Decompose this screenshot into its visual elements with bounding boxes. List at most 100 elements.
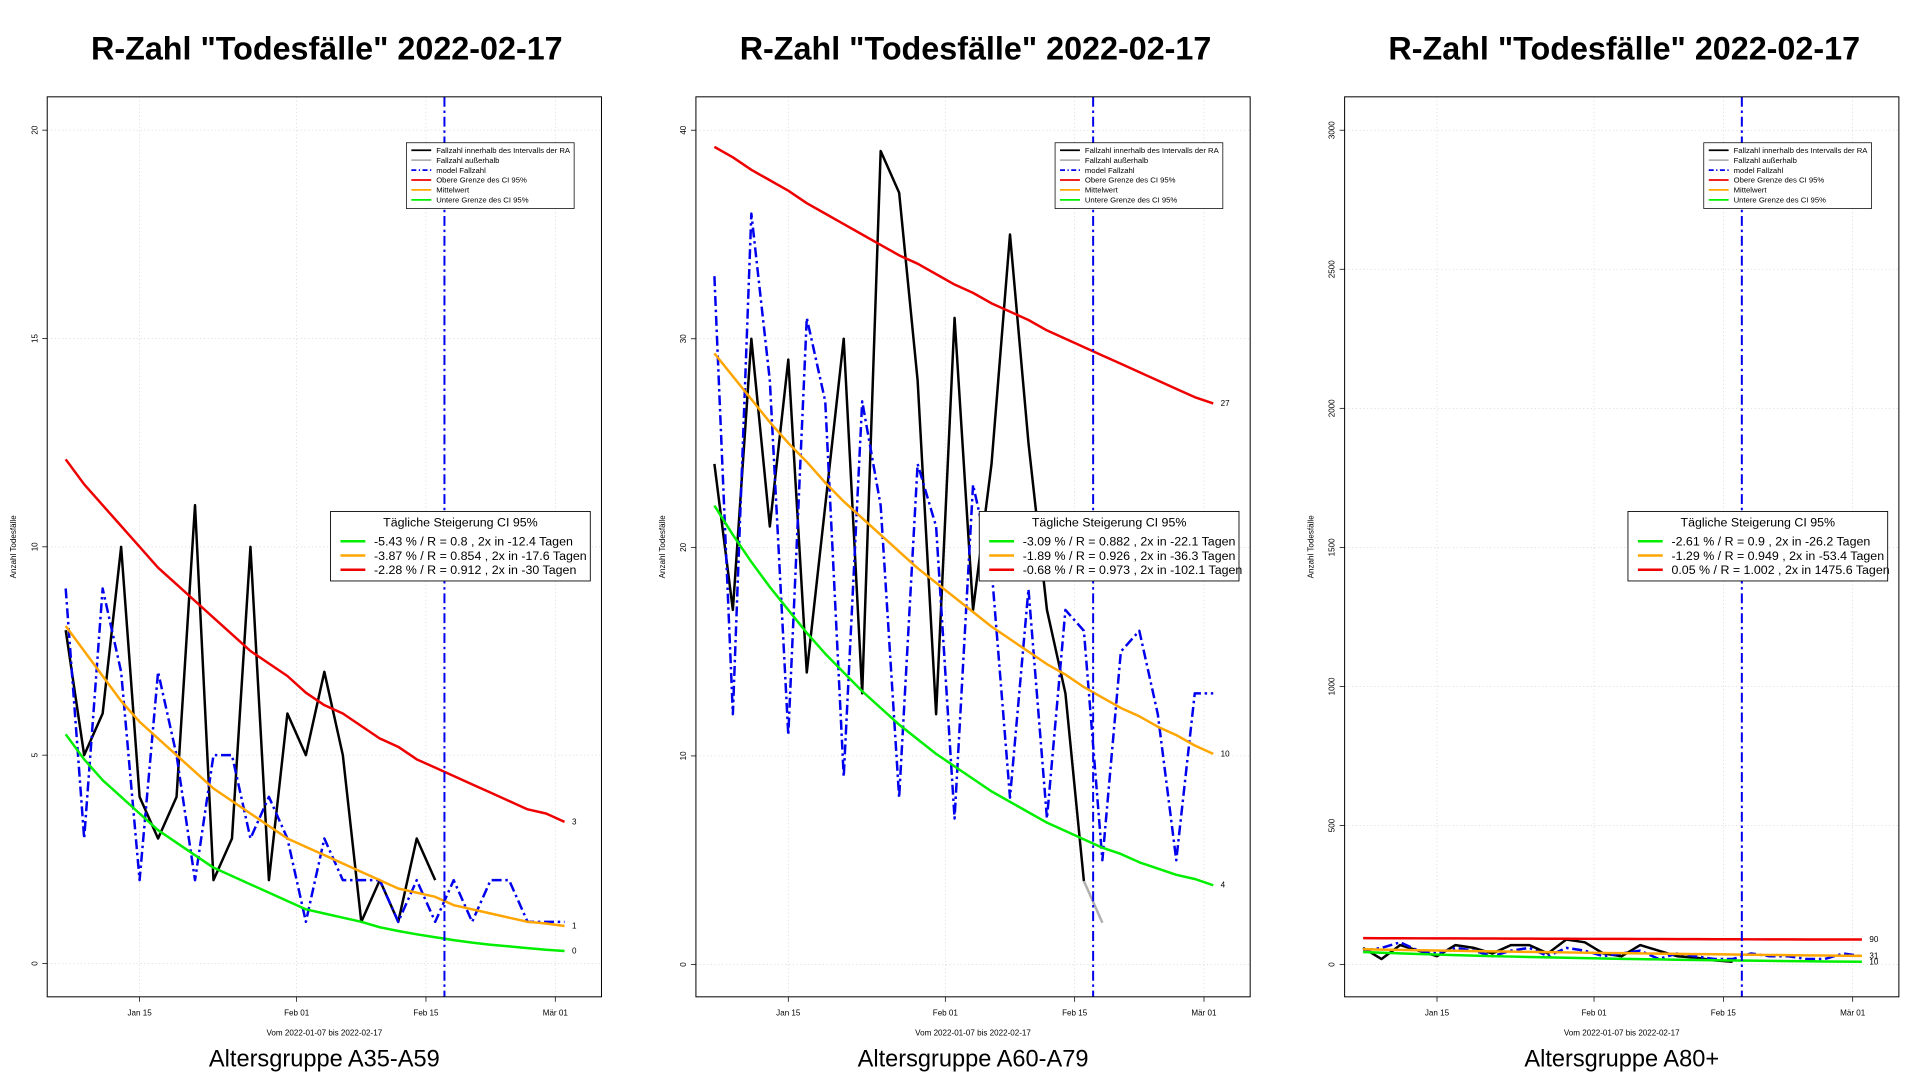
legend-box: [1703, 142, 1872, 209]
series-line: [64, 625, 565, 928]
series-line: [1363, 936, 1862, 941]
legend-label: Mittelwert: [436, 186, 470, 195]
x-tick-label: Feb 01: [284, 1008, 310, 1017]
chart-subtitle: Altersgruppe A35-A59: [209, 1045, 440, 1071]
y-tick-label: 1500: [1328, 538, 1337, 556]
y-tick-label: 1000: [1328, 677, 1337, 695]
legend-label: Obere Grenze des CI 95%: [1734, 176, 1825, 185]
legend-label: Fallzahl innerhalb des Intervalls der RA: [1085, 146, 1220, 155]
x-tick-label: Jan 15: [776, 1008, 801, 1017]
y-tick-label: 10: [679, 751, 688, 760]
x-tick-label: Feb 01: [933, 1008, 959, 1017]
series-line: [713, 149, 1086, 882]
stats-box: [1627, 511, 1889, 582]
legend-label: Untere Grenze des CI 95%: [1085, 196, 1178, 205]
legend-label: Mittelwert: [1085, 186, 1119, 195]
legend-label: Fallzahl innerhalb des Intervalls der RA: [436, 146, 571, 155]
y-tick-label: 10: [30, 542, 39, 551]
stats-title: Tägliche Steigerung CI 95%: [383, 515, 538, 529]
stats-label: 0.05 % / R = 1.002 , 2x in 1475.6 Tagen: [1671, 563, 1889, 577]
stats-box: [330, 511, 591, 582]
legend-label: model Fallzahl: [1734, 166, 1784, 175]
end-label: 10: [1221, 749, 1230, 758]
legend-label: Mittelwert: [1734, 186, 1768, 195]
y-tick-label: 20: [30, 125, 39, 134]
y-tick-label: 40: [679, 125, 688, 134]
plot-frame: [1344, 96, 1900, 998]
end-label: 0: [572, 946, 577, 955]
legend-label: Untere Grenze des CI 95%: [436, 196, 529, 205]
series-line: [713, 212, 1214, 862]
y-tick-label: 500: [1328, 818, 1337, 832]
y-tick-label: 0: [679, 962, 688, 967]
x-axis-label: Vom 2022-01-07 bis 2022-02-17: [1564, 1028, 1680, 1037]
y-tick-label: 0: [1328, 962, 1337, 967]
end-label: 3: [572, 817, 577, 826]
stats-title: Tägliche Steigerung CI 95%: [1681, 515, 1836, 529]
series-line: [64, 587, 565, 924]
x-tick-label: Mär 01: [543, 1008, 569, 1017]
y-tick-label: 5: [30, 752, 39, 757]
series-line: [1363, 950, 1862, 964]
legend-box: [405, 142, 575, 209]
x-tick-label: Feb 15: [1711, 1008, 1737, 1017]
y-axis-label: Anzahl Todesfälle: [1307, 515, 1316, 579]
x-tick-label: Jan 15: [127, 1008, 152, 1017]
chart-title: R-Zahl "Todesfälle" 2022-02-17: [740, 31, 1212, 67]
plot-frame: [46, 96, 602, 998]
legend-label: Fallzahl außerhalb: [436, 156, 499, 165]
legend-label: Fallzahl außerhalb: [1734, 156, 1797, 165]
chart-panel: R-Zahl "Todesfälle" 2022-02-17 Altersgrup…: [9, 31, 602, 1071]
legend-label: Obere Grenze des CI 95%: [1085, 176, 1176, 185]
y-tick-label: 2500: [1328, 260, 1337, 278]
y-axis-label: Anzahl Todesfälle: [658, 515, 667, 579]
stats-label: -2.61 % / R = 0.9 , 2x in -26.2 Tagen: [1671, 535, 1870, 549]
stats-label: -1.29 % / R = 0.949 , 2x in -53.4 Tagen: [1671, 549, 1884, 563]
end-label: 27: [1221, 399, 1230, 408]
legend-label: model Fallzahl: [436, 166, 486, 175]
x-tick-label: Feb 15: [1062, 1008, 1088, 1017]
chart-subtitle: Altersgruppe A60-A79: [858, 1045, 1089, 1071]
plot-frame: [695, 96, 1251, 998]
stats-label: -0.68 % / R = 0.973 , 2x in -102.1 Tagen: [1023, 563, 1243, 577]
series-line: [64, 458, 566, 823]
y-tick-label: 30: [679, 334, 688, 343]
series-line: [64, 733, 565, 953]
stats-label: -3.87 % / R = 0.854 , 2x in -17.6 Tagen: [374, 549, 587, 563]
chart-panel: R-Zahl "Todesfälle" 2022-02-17 Altersgrup…: [1307, 31, 1900, 1071]
stats-label: -1.89 % / R = 0.926 , 2x in -36.3 Tagen: [1023, 549, 1236, 563]
series-line: [713, 504, 1214, 887]
series-line: [713, 352, 1214, 755]
chart-title: R-Zahl "Todesfälle" 2022-02-17: [1388, 31, 1860, 67]
y-tick-label: 15: [30, 333, 39, 342]
end-label: 4: [1221, 881, 1226, 890]
y-tick-label: 0: [30, 961, 39, 966]
series-line: [64, 503, 437, 924]
chart-panel: R-Zahl "Todesfälle" 2022-02-17 Altersgrup…: [658, 31, 1251, 1071]
end-label: 1: [572, 921, 577, 930]
legend-box: [1054, 142, 1224, 209]
series-line: [713, 145, 1214, 405]
x-tick-label: Mär 01: [1191, 1008, 1217, 1017]
x-axis-label: Vom 2022-01-07 bis 2022-02-17: [266, 1028, 382, 1037]
y-tick-label: 3000: [1328, 121, 1337, 139]
x-tick-label: Mär 01: [1840, 1008, 1866, 1017]
y-tick-label: 2000: [1328, 399, 1337, 417]
legend-label: Fallzahl innerhalb des Intervalls der RA: [1734, 146, 1869, 155]
legend-label: model Fallzahl: [1085, 166, 1135, 175]
legend-label: Fallzahl außerhalb: [1085, 156, 1148, 165]
y-tick-label: 20: [679, 542, 688, 551]
x-tick-label: Jan 15: [1425, 1008, 1450, 1017]
legend-label: Obere Grenze des CI 95%: [436, 176, 527, 185]
legend-label: Untere Grenze des CI 95%: [1734, 196, 1827, 205]
x-tick-label: Feb 01: [1581, 1008, 1607, 1017]
stats-title: Tägliche Steigerung CI 95%: [1032, 515, 1187, 529]
stats-box: [978, 511, 1240, 582]
stats-label: -2.28 % / R = 0.912 , 2x in -30 Tagen: [374, 563, 576, 577]
end-label: 31: [1869, 951, 1878, 960]
x-axis-label: Vom 2022-01-07 bis 2022-02-17: [915, 1028, 1031, 1037]
x-tick-label: Feb 15: [413, 1008, 439, 1017]
chart-title: R-Zahl "Todesfälle" 2022-02-17: [91, 31, 563, 67]
